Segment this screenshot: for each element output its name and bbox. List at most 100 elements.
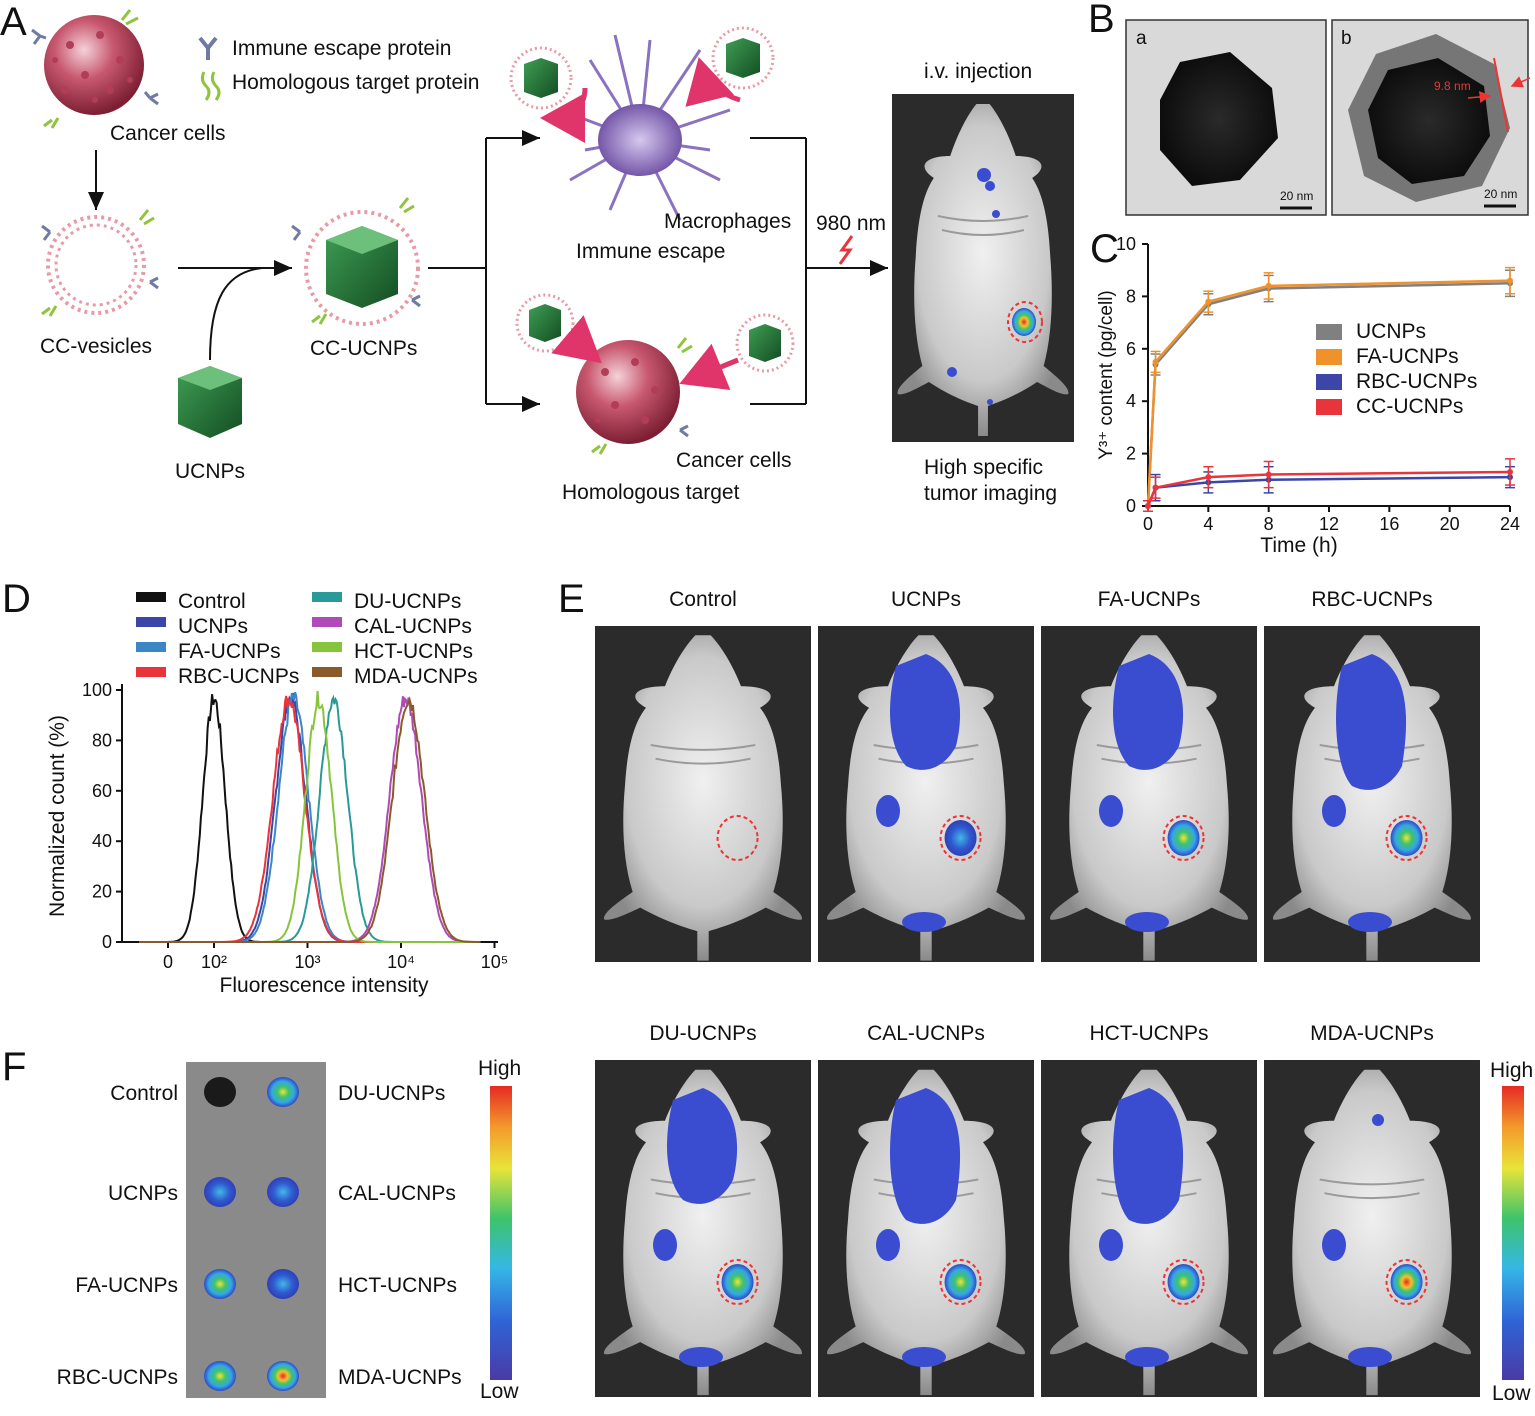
chart-d-legend-label: HCT-UCNPs <box>354 640 473 663</box>
label-imaging-line2: tumor imaging <box>924 482 1057 505</box>
label-cancer-cells: Cancer cells <box>110 122 226 145</box>
head-signal <box>667 1088 738 1204</box>
cc-ucnp-small-right <box>711 26 775 90</box>
macrophage-illustration <box>559 34 731 221</box>
legend-homologous-target-protein: Homologous target protein <box>232 71 479 94</box>
colorbar-f-low: Low <box>480 1380 519 1403</box>
immune-escape-protein-icon <box>198 36 218 60</box>
chart-d-y-tick-label: 80 <box>92 730 112 750</box>
chart-d: 0 20 40 60 80 100 0 10² 10³ 10⁴ 10⁵ Fluorescence in… <box>46 590 508 997</box>
ex-vivo-spot <box>204 1361 236 1391</box>
chart-d-legend-swatch <box>312 617 342 627</box>
body-signal <box>876 795 900 827</box>
chart-d-histogram-fa-ucnps <box>139 691 481 943</box>
ex-vivo-spot <box>267 1269 299 1299</box>
tem-scale-b: 20 nm <box>1484 187 1517 201</box>
chart-c-point <box>1152 484 1159 491</box>
mouse-image-du-ucnps <box>595 1060 811 1397</box>
schematic-mouse-image <box>891 94 1075 442</box>
mouse-image-control <box>595 626 811 962</box>
ex-vivo-label-right: MDA-UCNPs <box>338 1366 462 1389</box>
body-signal <box>1099 795 1123 827</box>
chart-c-legend-swatch <box>1316 374 1342 390</box>
chart-c-legend-label: CC-UCNPs <box>1356 395 1463 418</box>
legend-immune-escape-protein: Immune escape protein <box>232 37 451 60</box>
mouse-silhouette <box>1266 1060 1478 1397</box>
panel-label-b: B <box>1088 0 1115 41</box>
chart-d-x-tick-label: 10⁵ <box>481 952 508 972</box>
chart-c-x-tick-label: 16 <box>1379 514 1399 534</box>
tumor-outline <box>1385 815 1428 861</box>
body-signal <box>1322 1229 1346 1261</box>
tumor-outline <box>1385 1259 1428 1305</box>
tail-signal <box>1348 1347 1392 1367</box>
chart-d-histogram-cal-ucnps <box>139 696 481 943</box>
tem-image-b <box>1331 19 1531 216</box>
chart-d-legend-label: RBC-UCNPs <box>178 665 299 688</box>
panel-f-ex-vivo: Control UCNPs FA-UCNPs RBC-UCNPs DU-UCNPs CAL… <box>57 1057 522 1403</box>
chart-d-legend-swatch <box>136 642 166 652</box>
chart-d-y-tick-label: 100 <box>82 680 112 700</box>
ex-vivo-spot <box>267 1177 299 1207</box>
ex-vivo-spot <box>204 1177 236 1207</box>
chart-d-y-tick-label: 40 <box>92 831 112 851</box>
chart-d-legend-label: Control <box>178 590 246 613</box>
head-signal <box>890 1088 961 1224</box>
chart-c-point <box>1145 503 1151 509</box>
chart-c-legend-swatch <box>1316 349 1342 365</box>
mouse-image-label: HCT-UCNPs <box>1090 1022 1209 1045</box>
chart-d-legend-swatch <box>312 592 342 602</box>
chart-d-legend-label: FA-UCNPs <box>178 640 281 663</box>
panel-label-a: A <box>0 0 27 44</box>
chart-c-x-tick-label: 0 <box>1143 514 1153 534</box>
tem-image-a <box>1125 19 1327 216</box>
chart-c-legend-label: RBC-UCNPs <box>1356 370 1477 393</box>
body-signal <box>1322 795 1346 827</box>
ucnp-illustration <box>178 366 242 438</box>
colorbar-f-high: High <box>478 1057 521 1080</box>
ex-vivo-label-left: Control <box>110 1082 178 1105</box>
chart-d-histogram-control <box>139 694 481 943</box>
label-homologous-target: Homologous target <box>562 481 740 504</box>
chart-d-y-label: Normalized count (%) <box>46 715 69 917</box>
chart-d-legend-label: CAL-UCNPs <box>354 615 472 638</box>
cc-vesicle-illustration <box>41 209 159 317</box>
label-ucnps: UCNPs <box>175 460 245 483</box>
ex-vivo-plate <box>186 1062 326 1398</box>
cancer-cell-illustration <box>31 9 159 129</box>
head-signal <box>1113 654 1184 770</box>
body-signal <box>1099 1229 1123 1261</box>
mouse-image-label: RBC-UCNPs <box>1311 588 1432 611</box>
tumor-outline <box>1162 815 1205 861</box>
chart-c-y-tick-label: 2 <box>1126 444 1136 464</box>
chart-d-legend-label: MDA-UCNPs <box>354 665 478 688</box>
tumor-signal <box>944 820 977 856</box>
label-laser-wavelength: 980 nm <box>816 212 886 235</box>
mouse-image-hct-ucnps <box>1041 1060 1257 1397</box>
tumor-outline <box>1162 1259 1205 1305</box>
mouse-silhouette <box>597 626 809 962</box>
label-iv-injection: i.v. injection <box>924 60 1032 83</box>
chart-c-y-tick-label: 10 <box>1116 234 1136 254</box>
chart-d-histogram-ucnps <box>139 692 481 943</box>
mouse-image-label: FA-UCNPs <box>1098 588 1201 611</box>
mouse-image-fa-ucnps <box>1041 626 1257 962</box>
chart-d-legend-swatch <box>312 642 342 652</box>
ex-vivo-spot <box>204 1077 236 1107</box>
tem-label-b: b <box>1341 28 1352 49</box>
body-signal <box>653 1229 677 1261</box>
laser-bolt-icon <box>838 235 854 265</box>
tumor-signal <box>1390 820 1423 856</box>
label-macrophages: Macrophages <box>664 210 791 233</box>
mouse-image-label: UCNPs <box>891 588 961 611</box>
ex-vivo-label-right: HCT-UCNPs <box>338 1274 457 1297</box>
cc-ucnp-illustration <box>291 197 421 326</box>
chart-d-histogram-rbc-ucnps <box>139 695 481 943</box>
tem-shell-thickness: 9.8 nm <box>1434 79 1471 93</box>
chart-c-x-tick-label: 12 <box>1319 514 1339 534</box>
colorbar-e-high: High <box>1490 1059 1533 1082</box>
tail-signal <box>902 1347 946 1367</box>
ex-vivo-label-left: RBC-UCNPs <box>57 1366 178 1389</box>
